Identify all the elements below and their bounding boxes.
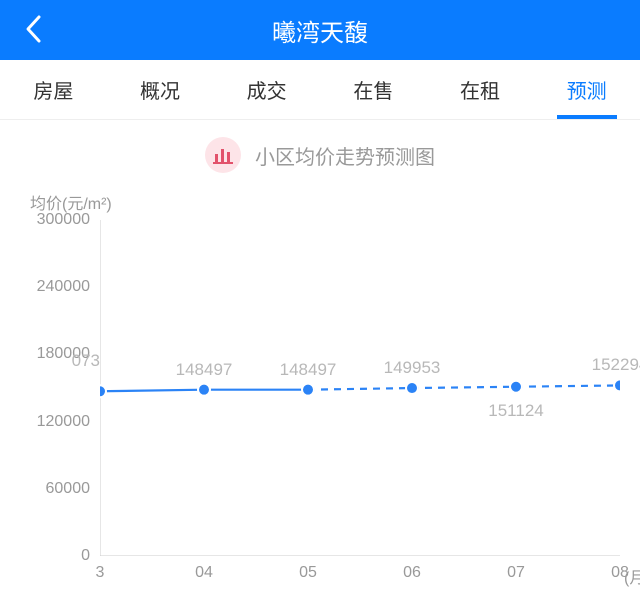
tab-4[interactable]: 在租	[427, 60, 534, 119]
data-label: 148497	[280, 360, 337, 380]
y-tick: 120000	[37, 413, 90, 431]
y-tick: 240000	[37, 278, 90, 296]
chart-area: 300000240000180000120000600000 073148497…	[0, 220, 640, 585]
chevron-left-icon	[24, 14, 42, 44]
chart-title-row: 小区均价走势预测图	[0, 120, 640, 190]
plot-area: 073148497148497149953151124152294	[100, 220, 620, 556]
chart-icon	[205, 137, 241, 173]
tab-3[interactable]: 在售	[320, 60, 427, 119]
x-tick: 07	[507, 564, 525, 582]
x-tick: 05	[299, 564, 317, 582]
chart-title: 小区均价走势预测图	[255, 141, 435, 170]
line-chart-svg	[100, 220, 620, 556]
x-tick: 06	[403, 564, 421, 582]
tab-1[interactable]: 概况	[107, 60, 214, 119]
x-axis-unit: (月)	[624, 564, 640, 588]
tab-2[interactable]: 成交	[213, 60, 320, 119]
tab-0[interactable]: 房屋	[0, 60, 107, 119]
tab-5[interactable]: 预测	[533, 60, 640, 119]
page-title: 曦湾天馥	[0, 13, 640, 48]
data-label: 073	[72, 351, 100, 371]
data-label: 149953	[384, 358, 441, 378]
header: 曦湾天馥	[0, 0, 640, 60]
y-tick: 0	[81, 547, 90, 565]
y-axis-label: 均价(元/m²)	[0, 190, 640, 214]
y-tick: 60000	[46, 480, 91, 498]
y-tick: 300000	[37, 211, 90, 229]
tab-bar: 房屋概况成交在售在租预测	[0, 60, 640, 120]
y-axis: 300000240000180000120000600000	[0, 220, 100, 556]
data-label: 152294	[592, 355, 640, 375]
x-tick: 3	[96, 564, 105, 582]
data-label: 151124	[488, 401, 543, 421]
x-tick: 04	[195, 564, 213, 582]
back-button[interactable]	[18, 14, 48, 44]
data-label: 148497	[176, 360, 233, 380]
